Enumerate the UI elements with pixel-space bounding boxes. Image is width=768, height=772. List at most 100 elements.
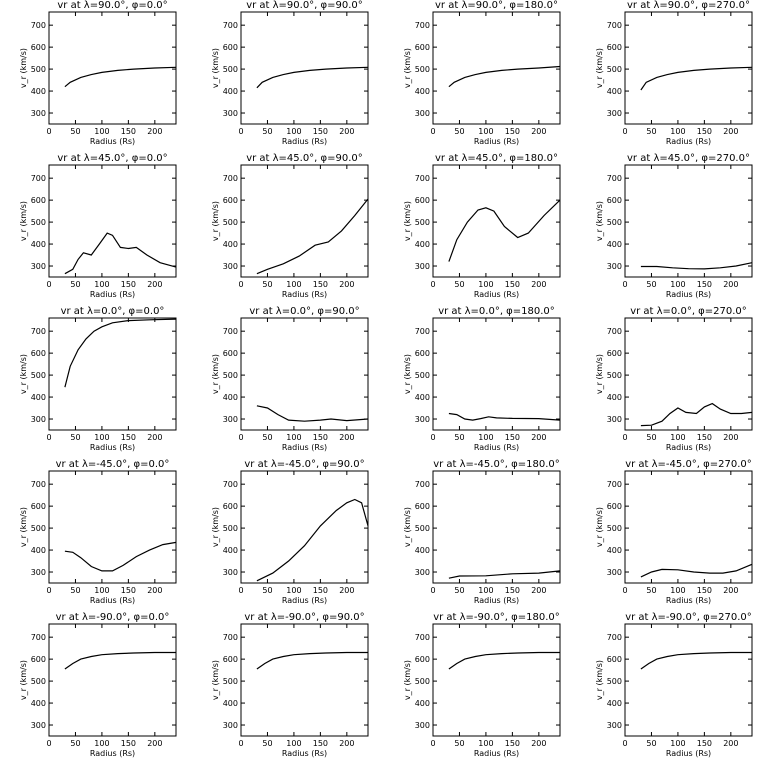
y-tick-label: 700 (607, 633, 622, 642)
panel: vr at λ=45.0°, φ=180.0° 0 50 100 150 200 300 40… (403, 153, 561, 299)
x-tick-label: 150 (313, 127, 328, 136)
y-tick-label: 500 (31, 65, 46, 74)
plot-frame (240, 470, 369, 584)
y-tick-label: 600 (415, 655, 430, 664)
y-tick-label: 400 (607, 87, 622, 96)
x-tick-label: 150 (697, 586, 712, 595)
x-axis-label: Radius (Rs) (474, 290, 519, 299)
y-tick-label: 500 (607, 65, 622, 74)
y-tick-label: 700 (31, 21, 46, 30)
y-tick-label: 700 (415, 174, 430, 183)
y-tick-label: 700 (223, 21, 238, 30)
x-axis-label: Radius (Rs) (282, 749, 327, 758)
x-tick-label: 50 (262, 739, 272, 748)
y-axis-label: v_r (km/s) (595, 201, 604, 241)
x-tick-label: 50 (646, 586, 656, 595)
x-tick-label: 100 (94, 127, 109, 136)
x-tick-label: 150 (121, 739, 136, 748)
x-axis-label: Radius (Rs) (474, 596, 519, 605)
y-tick-label: 400 (223, 699, 238, 708)
y-tick-label: 400 (31, 546, 46, 555)
panel: vr at λ=90.0°, φ=90.0° 0 50 100 150 200 300 400… (211, 0, 369, 146)
panel-title: vr at λ=0.0°, φ=90.0° (249, 306, 359, 317)
y-tick-label: 400 (415, 240, 430, 249)
y-tick-label: 300 (223, 109, 238, 118)
x-tick-label: 200 (339, 280, 354, 289)
y-tick-label: 300 (607, 568, 622, 577)
panel: vr at λ=0.0°, φ=90.0° 0 50 100 150 200 300 400 5… (211, 306, 369, 452)
panel-title: vr at λ=-45.0°, φ=0.0° (56, 459, 170, 470)
panel-title: vr at λ=0.0°, φ=0.0° (61, 306, 165, 317)
y-tick-label: 700 (415, 21, 430, 30)
y-tick-label: 700 (223, 633, 238, 642)
plot-frame (432, 623, 561, 737)
x-tick-label: 150 (121, 127, 136, 136)
x-axis-label: Radius (Rs) (666, 290, 711, 299)
y-tick-label: 700 (31, 327, 46, 336)
series-line (64, 66, 177, 88)
x-axis-label: Radius (Rs) (474, 749, 519, 758)
x-tick-label: 200 (339, 739, 354, 748)
y-tick-label: 500 (607, 218, 622, 227)
x-tick-label: 200 (339, 433, 354, 442)
y-tick-label: 300 (415, 415, 430, 424)
y-tick-label: 300 (223, 721, 238, 730)
plot-frame (432, 164, 561, 278)
panel-title: vr at λ=0.0°, φ=180.0° (438, 306, 555, 317)
x-axis-label: Radius (Rs) (282, 290, 327, 299)
plot-frame (240, 317, 369, 431)
panel-title: vr at λ=45.0°, φ=180.0° (435, 153, 558, 164)
series-line (448, 412, 561, 421)
y-tick-label: 300 (223, 568, 238, 577)
y-tick-label: 600 (415, 349, 430, 358)
y-tick-label: 600 (31, 196, 46, 205)
panel-title: vr at λ=45.0°, φ=90.0° (246, 153, 363, 164)
x-tick-label: 0 (430, 433, 435, 442)
panel: vr at λ=-90.0°, φ=270.0° 0 50 100 150 200 300 4… (595, 612, 753, 758)
y-axis-label: v_r (km/s) (211, 201, 220, 241)
y-tick-label: 700 (607, 480, 622, 489)
x-tick-label: 200 (339, 127, 354, 136)
x-tick-label: 50 (70, 586, 80, 595)
y-tick-label: 700 (31, 174, 46, 183)
y-axis-label: v_r (km/s) (403, 354, 412, 394)
panel: vr at λ=-45.0°, φ=90.0° 0 50 100 150 200 300 40… (211, 459, 369, 605)
x-tick-label: 100 (670, 280, 685, 289)
series-line (448, 65, 561, 88)
series-line (64, 318, 177, 388)
series-line (640, 563, 753, 578)
y-tick-label: 500 (415, 371, 430, 380)
x-tick-label: 0 (622, 586, 627, 595)
panel-title: vr at λ=90.0°, φ=270.0° (627, 0, 750, 11)
y-tick-label: 700 (415, 633, 430, 642)
x-tick-label: 50 (70, 433, 80, 442)
plot-frame (432, 11, 561, 125)
y-tick-label: 600 (223, 655, 238, 664)
y-axis-label: v_r (km/s) (595, 354, 604, 394)
x-tick-label: 50 (454, 127, 464, 136)
x-tick-label: 50 (262, 586, 272, 595)
y-axis-label: v_r (km/s) (403, 201, 412, 241)
x-tick-label: 100 (286, 433, 301, 442)
y-tick-label: 400 (415, 87, 430, 96)
plot-frame (48, 11, 177, 125)
panel: vr at λ=-90.0°, φ=180.0° 0 50 100 150 200 300 4… (403, 612, 561, 758)
x-axis-label: Radius (Rs) (90, 443, 135, 452)
y-tick-label: 600 (607, 43, 622, 52)
y-tick-label: 400 (223, 393, 238, 402)
x-tick-label: 50 (454, 586, 464, 595)
y-axis-label: v_r (km/s) (595, 660, 604, 700)
y-tick-label: 600 (607, 349, 622, 358)
x-tick-label: 0 (622, 280, 627, 289)
x-tick-label: 50 (646, 433, 656, 442)
series-line (256, 66, 369, 89)
series-line (640, 262, 753, 270)
x-tick-label: 100 (94, 586, 109, 595)
x-tick-label: 0 (430, 586, 435, 595)
y-tick-label: 700 (223, 327, 238, 336)
series-line (640, 66, 753, 91)
y-tick-label: 500 (31, 371, 46, 380)
x-tick-label: 150 (121, 280, 136, 289)
